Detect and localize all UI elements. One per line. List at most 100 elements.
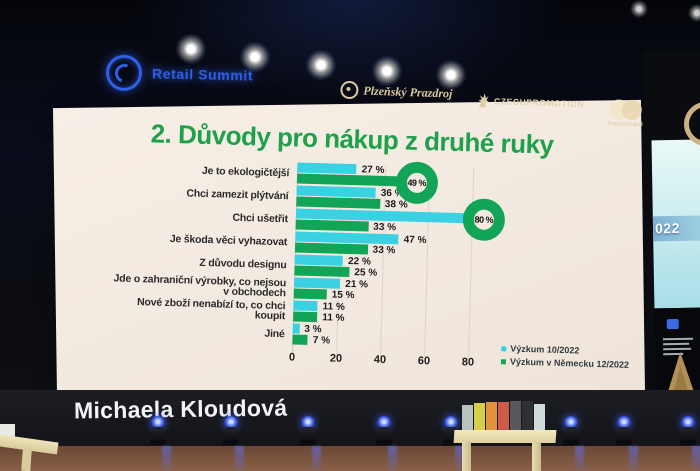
bar-series-0 bbox=[292, 323, 300, 334]
text-line bbox=[663, 342, 690, 346]
light-fbody bbox=[378, 427, 390, 441]
side-monitor-screen: 022 bbox=[651, 139, 700, 309]
mastercard-circles-icon bbox=[608, 99, 643, 121]
bar-series-1 bbox=[294, 242, 368, 255]
bar-series-0 bbox=[293, 277, 341, 289]
bar-value: 3 % bbox=[304, 323, 322, 335]
light-reflection bbox=[455, 446, 464, 471]
ceiling-light bbox=[688, 4, 700, 22]
light-lens-icon bbox=[681, 416, 695, 429]
ceiling-light bbox=[176, 34, 206, 64]
drink-cans bbox=[462, 400, 545, 431]
lion-icon bbox=[478, 93, 490, 108]
left-side-table bbox=[0, 424, 62, 471]
drink-can bbox=[462, 405, 473, 431]
light-fbase bbox=[150, 440, 166, 445]
stage-floor bbox=[0, 446, 700, 471]
light-reflection bbox=[235, 446, 244, 471]
light-fbase bbox=[616, 440, 632, 445]
legend-dot-icon bbox=[501, 345, 507, 351]
light-lens-icon bbox=[444, 416, 458, 429]
drink-can bbox=[474, 403, 485, 431]
projection-screen: 2. Důvody pro nákup z druhé ruky Je to e… bbox=[52, 99, 646, 401]
light-fbase bbox=[680, 440, 696, 445]
highlight-value: 80 % bbox=[474, 213, 494, 225]
bar-value: 11 % bbox=[322, 300, 346, 313]
light-reflection bbox=[312, 446, 321, 471]
highlight-value: 49 % bbox=[407, 177, 427, 188]
stage-light bbox=[562, 416, 580, 446]
bar-series-1 bbox=[293, 288, 327, 300]
light-lens-icon bbox=[377, 416, 391, 429]
stage-lights-row bbox=[0, 416, 700, 450]
side-monitor-band: 022 bbox=[652, 215, 700, 242]
legend-label: Výzkum v Německu 12/2022 bbox=[509, 356, 630, 370]
chart-legend: Výzkum 10/2022 Výzkum v Německu 12/2022 bbox=[500, 343, 630, 373]
drink-can bbox=[510, 401, 521, 431]
blue-app-icon bbox=[666, 318, 679, 330]
sponsor-mastercard: mastercard bbox=[607, 99, 643, 128]
light-fbody bbox=[152, 427, 164, 441]
bar-chart: Je to ekologičtější 27 % 49 % Chci zamezit … bbox=[108, 156, 646, 377]
bar-series-1 bbox=[295, 219, 369, 232]
light-fbody bbox=[682, 427, 694, 441]
category-label: Jiné bbox=[264, 327, 285, 340]
bar-value: 27 % bbox=[361, 163, 385, 176]
bar-pair: 21 % 15 % bbox=[293, 276, 369, 301]
stage-light bbox=[679, 416, 697, 446]
light-fbody bbox=[565, 427, 577, 441]
light-lens-icon bbox=[564, 416, 578, 429]
sponsor-prazdroj: Plzeňský Prazdroj bbox=[340, 80, 453, 103]
axis-tick: 0 bbox=[288, 351, 296, 364]
bar-pair: 27 % 49 % bbox=[296, 160, 439, 204]
bar-series-1 bbox=[294, 265, 350, 278]
bar-series-1 bbox=[292, 311, 318, 323]
chart-rows: Je to ekologičtější 27 % 49 % Chci zamezit … bbox=[108, 156, 645, 355]
sponsor-czechpromotion: CZECHPROMOTION bbox=[476, 92, 585, 112]
bar-value: 47 % bbox=[403, 234, 427, 246]
bar-value: 15 % bbox=[331, 289, 355, 301]
stage-front: Michaela Kloudová bbox=[0, 390, 700, 448]
light-fbase bbox=[223, 440, 239, 445]
table-leg bbox=[532, 442, 541, 471]
table-leg bbox=[21, 449, 32, 471]
conference-logo: Retail Summit bbox=[105, 54, 254, 93]
text-line bbox=[662, 337, 693, 341]
stage-light bbox=[375, 416, 393, 446]
axis-tick: 40 bbox=[373, 353, 387, 367]
legend-item: Výzkum v Německu 12/2022 bbox=[500, 356, 630, 370]
bar-series-0 bbox=[293, 300, 318, 312]
sponsor-label: mastercard bbox=[607, 120, 644, 129]
stage-light bbox=[615, 416, 633, 446]
axis-tick: 80 bbox=[461, 356, 475, 369]
stage-light bbox=[299, 416, 317, 446]
bar-series-0 bbox=[294, 254, 344, 266]
light-reflection bbox=[692, 446, 700, 471]
light-fbase bbox=[443, 440, 459, 445]
bar-pair: 36 % 38 % bbox=[296, 185, 408, 211]
ceiling-light bbox=[630, 0, 648, 18]
bar-pair: 11 % 11 % bbox=[292, 299, 346, 323]
bar-line: 11 % bbox=[292, 311, 345, 323]
highlight-circle: 80 % bbox=[462, 197, 506, 241]
drink-can bbox=[534, 404, 545, 431]
light-lens-icon bbox=[301, 416, 315, 429]
ceiling-light bbox=[372, 56, 402, 86]
table-leg bbox=[462, 442, 471, 471]
legend-dot-icon bbox=[500, 358, 507, 364]
light-fbase bbox=[300, 440, 316, 445]
conference-logo-text: Retail Summit bbox=[151, 65, 254, 84]
axis-tick: 20 bbox=[329, 352, 343, 365]
bar-value: 7 % bbox=[312, 334, 331, 347]
bar-value: 21 % bbox=[345, 278, 369, 291]
bar-series-1 bbox=[292, 334, 309, 345]
light-fbody bbox=[225, 427, 237, 441]
light-fbody bbox=[618, 427, 630, 441]
side-monitor-text: 022 bbox=[654, 219, 681, 237]
bar-value: 22 % bbox=[347, 255, 372, 268]
bar-pair: 22 % 25 % bbox=[294, 253, 377, 278]
ceiling-light bbox=[306, 50, 336, 80]
light-fbody bbox=[302, 427, 314, 441]
drinks-table bbox=[452, 398, 564, 471]
